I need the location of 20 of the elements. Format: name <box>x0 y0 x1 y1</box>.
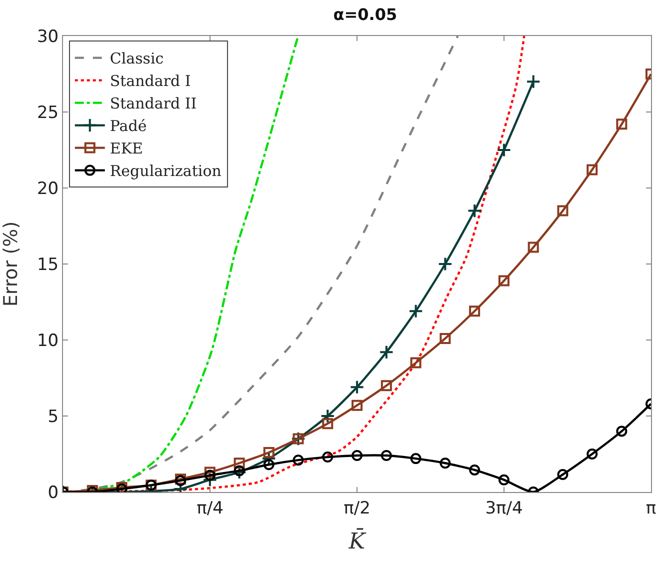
y-tick-label: 20 <box>36 178 59 199</box>
legend-label: EKE <box>110 140 143 158</box>
y-tick-label: 30 <box>36 26 59 47</box>
y-tick-label: 5 <box>48 406 59 427</box>
legend-label: Regularization <box>110 162 222 180</box>
y-axis-title: Error (%) <box>0 221 22 307</box>
legend-label: Standard II <box>110 94 197 113</box>
y-tick-label: 10 <box>36 330 59 351</box>
legend-label: Standard I <box>110 72 191 90</box>
x-tick-label: π <box>646 498 656 518</box>
legend-label: Padé <box>110 117 147 136</box>
x-axis-title: K̄ <box>348 527 367 554</box>
y-tick-label: 15 <box>36 254 59 275</box>
x-tick-label: 3π/4 <box>485 498 523 518</box>
x-tick-label: π/2 <box>344 498 370 518</box>
x-tick-label: π/4 <box>196 498 224 518</box>
legend-label: Classic <box>110 50 164 68</box>
y-tick-label: 0 <box>48 482 59 503</box>
chart-title: α=0.05 <box>333 4 398 24</box>
y-tick-label: 25 <box>36 102 59 123</box>
